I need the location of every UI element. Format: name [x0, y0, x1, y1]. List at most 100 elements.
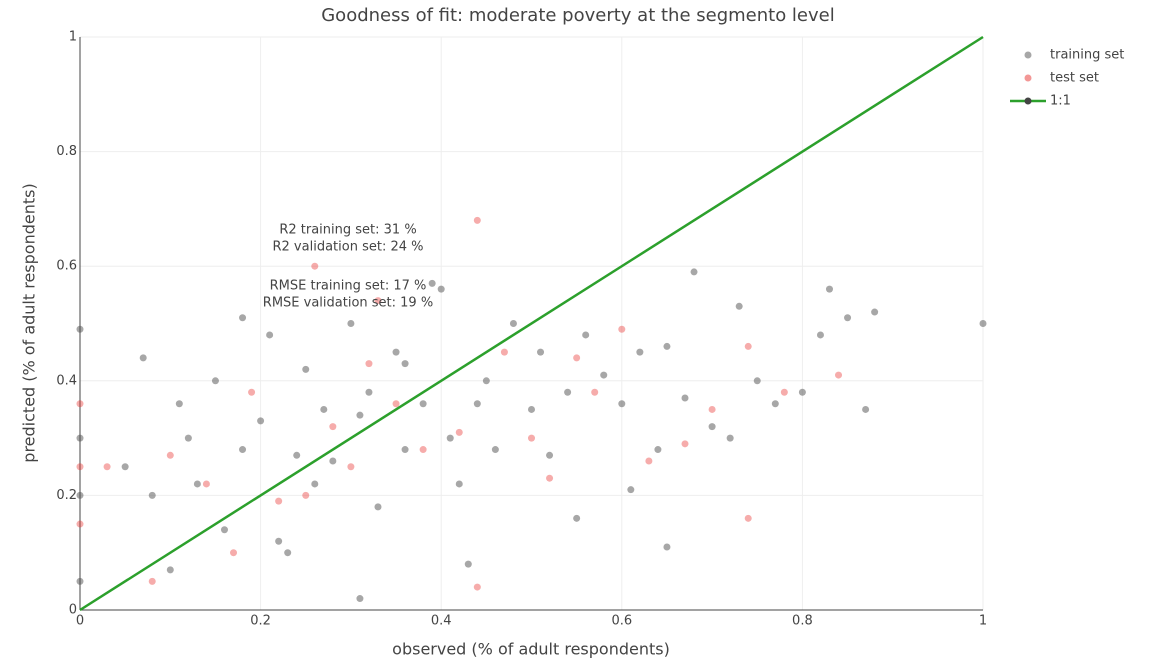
point: [166, 566, 174, 574]
point: [275, 497, 283, 505]
point: [564, 388, 572, 396]
x-axis-title: observed (% of adult respondents): [392, 640, 670, 659]
y-axis-title: predicted (% of adult respondents): [20, 183, 39, 462]
point: [347, 320, 355, 327]
point: [618, 325, 626, 333]
x-tick-label: 0.4: [431, 614, 452, 629]
legend-item[interactable]: test set: [1024, 71, 1099, 86]
point: [546, 451, 554, 459]
point: [591, 388, 599, 396]
point: [193, 480, 201, 488]
annotation: R2 validation set: 24 %: [273, 240, 424, 255]
point: [735, 302, 743, 310]
legend-marker: [1024, 97, 1032, 105]
point: [690, 268, 698, 276]
point: [871, 308, 879, 316]
point: [148, 577, 156, 585]
point: [771, 400, 779, 408]
point: [365, 388, 373, 396]
point: [663, 342, 671, 350]
point: [464, 560, 472, 568]
point: [618, 400, 626, 408]
point: [546, 474, 554, 482]
fit-line: [79, 35, 984, 612]
point: [275, 537, 283, 545]
y-tick-label: 0.8: [56, 144, 77, 159]
point: [184, 434, 192, 442]
y-tick-label: 1: [69, 30, 77, 45]
annotation: RMSE training set: 17 %: [270, 279, 427, 294]
point: [798, 388, 806, 396]
point: [500, 348, 508, 356]
point: [356, 595, 364, 603]
chart-title: Goodness of fit: moderate poverty at the…: [321, 5, 835, 26]
point: [708, 405, 716, 413]
legend-label: 1:1: [1050, 94, 1071, 109]
y-tick-label: 0.2: [56, 488, 77, 503]
y-tick-label: 0.4: [56, 373, 77, 388]
point: [455, 480, 463, 488]
point: [139, 354, 147, 362]
point: [148, 491, 156, 499]
y-tick-label: 0.6: [56, 259, 77, 274]
point: [473, 400, 481, 408]
point: [76, 577, 84, 585]
point: [284, 549, 292, 557]
point: [374, 503, 382, 511]
legend-marker: [1024, 74, 1032, 82]
point: [257, 417, 265, 425]
point: [302, 365, 310, 373]
legend-item[interactable]: training set: [1024, 48, 1125, 63]
point: [428, 279, 436, 287]
point: [302, 491, 310, 499]
x-tick-label: 0.2: [250, 614, 271, 629]
point: [654, 446, 662, 454]
point: [329, 423, 337, 431]
point: [121, 463, 129, 471]
point: [166, 451, 174, 459]
x-tick-label: 1: [979, 614, 987, 629]
point: [76, 325, 84, 333]
point: [76, 520, 84, 528]
point: [437, 285, 445, 293]
point: [239, 314, 247, 322]
legend-item[interactable]: 1:1: [1010, 94, 1071, 109]
point: [537, 348, 545, 356]
point: [211, 377, 219, 385]
point: [862, 405, 870, 413]
point: [482, 377, 490, 385]
point: [419, 400, 427, 408]
point: [329, 457, 337, 465]
point: [347, 463, 355, 471]
point: [636, 348, 644, 356]
point: [663, 543, 671, 551]
point: [780, 388, 788, 396]
point: [76, 400, 84, 408]
point: [202, 480, 210, 488]
point: [311, 262, 319, 270]
x-tick-label: 0.8: [792, 614, 813, 629]
point: [744, 514, 752, 522]
point: [401, 360, 409, 368]
point: [365, 360, 373, 368]
point: [491, 446, 499, 454]
annotation: R2 training set: 31 %: [279, 223, 416, 238]
point: [103, 463, 111, 471]
x-tick-label: 0.6: [611, 614, 632, 629]
point: [645, 457, 653, 465]
annotation: RMSE validation set: 19 %: [263, 296, 433, 311]
point: [844, 314, 852, 322]
point: [374, 297, 382, 305]
point: [726, 434, 734, 442]
point: [825, 285, 833, 293]
point: [239, 446, 247, 454]
point: [582, 331, 590, 339]
legend-marker: [1024, 51, 1032, 59]
legend-label: test set: [1050, 71, 1099, 86]
point: [835, 371, 843, 379]
point: [681, 440, 689, 448]
point: [76, 491, 84, 499]
point: [627, 486, 635, 494]
point: [573, 514, 581, 522]
